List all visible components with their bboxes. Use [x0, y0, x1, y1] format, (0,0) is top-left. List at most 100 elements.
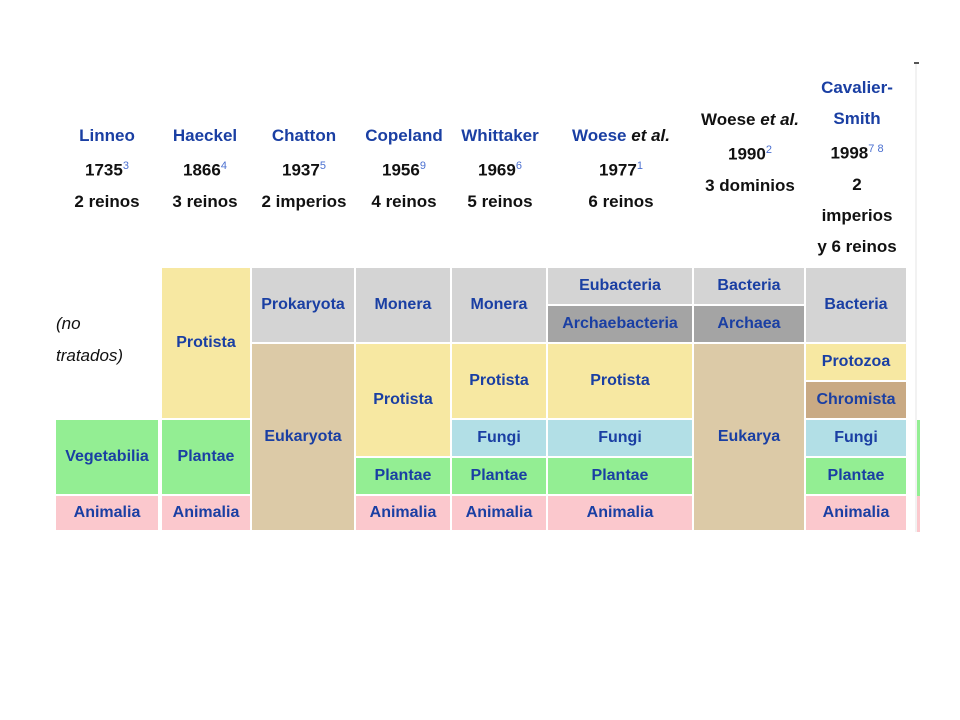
header-name-suffix: et al.: [631, 126, 670, 145]
cell-label: Protista: [373, 391, 433, 408]
cell-label: Animalia: [73, 504, 141, 521]
cell-eubacteria[interactable]: Eubacteria: [548, 268, 694, 306]
reference-link[interactable]: 4: [220, 160, 227, 172]
header-year: 1937: [282, 160, 320, 180]
cell-plantae[interactable]: Plantae: [548, 458, 694, 496]
cell-animalia[interactable]: Animalia: [162, 496, 252, 532]
cell-label: Protozoa: [821, 353, 891, 370]
cell-fungi[interactable]: Fungi: [452, 420, 548, 458]
cell-label: Plantae: [470, 467, 528, 484]
not-treated-note: (no tratados): [56, 308, 123, 372]
cell-label: Plantae: [827, 467, 885, 484]
header-linneo: Linneo 17353 2 reinos: [56, 120, 158, 217]
header-year: 1956: [382, 160, 420, 180]
reference-link[interactable]: 6: [515, 160, 522, 172]
cell-label: Archaebacteria: [562, 315, 678, 332]
cell-animalia[interactable]: Animalia: [452, 496, 548, 532]
header-name[interactable]: Copeland: [365, 126, 443, 145]
cell-chromista[interactable]: Chromista: [806, 382, 908, 420]
cell-label: Prokaryota: [261, 296, 345, 313]
header-year: 1998: [830, 143, 869, 163]
reference-link[interactable]: 5: [319, 160, 326, 172]
header-year: 1735: [85, 160, 123, 180]
cell-animalia[interactable]: Animalia: [806, 496, 908, 532]
cell-protista[interactable]: Protista: [548, 344, 694, 420]
cell-animalia[interactable]: Animalia: [548, 496, 694, 532]
header-name[interactable]: Chatton: [271, 126, 337, 145]
reference-link[interactable]: 9: [419, 160, 426, 172]
reference-link[interactable]: 3: [122, 160, 129, 172]
cell-monera[interactable]: Monera: [356, 268, 452, 344]
cell-label: Fungi: [477, 429, 521, 446]
kingdoms-comparison-table: Linneo 17353 2 reinos Haeckel 18664 3 re…: [56, 62, 920, 532]
header-count: 2: [852, 174, 862, 194]
header-chatton: Chatton 19375 2 imperios: [252, 120, 356, 217]
cell-bacteria[interactable]: Bacteria: [806, 268, 908, 344]
header-name[interactable]: Whittaker: [461, 126, 539, 145]
header-count: 6 reinos: [588, 191, 654, 211]
cell-label: Plantae: [374, 467, 432, 484]
reference-link[interactable]: 2: [765, 144, 772, 156]
header-count: 4 reinos: [371, 191, 437, 211]
cell-bacteria[interactable]: Bacteria: [694, 268, 806, 306]
header-name-suffix: et al.: [760, 110, 799, 129]
cell-plantae[interactable]: Plantae: [356, 458, 452, 496]
header-year: 1866: [183, 160, 221, 180]
cell-label: Bacteria: [824, 296, 888, 313]
cropped-edge-green: [917, 420, 920, 496]
header-cavalier-smith: Cavalier-Smith 19987 8 2 imperios y 6 re…: [806, 72, 908, 262]
cell-protozoa[interactable]: Protozoa: [806, 344, 908, 382]
cell-label: Fungi: [834, 429, 878, 446]
header-year: 1969: [478, 160, 516, 180]
cropped-edge-line: [915, 62, 917, 532]
header-name[interactable]: Woese: [701, 110, 756, 129]
header-woese-1977: Woese et al. 19771 6 reinos: [548, 120, 694, 217]
header-count: 3 reinos: [172, 191, 238, 211]
cell-plantae[interactable]: Plantae: [452, 458, 548, 496]
header-name[interactable]: Woese: [572, 126, 627, 145]
cell-label: Archaea: [717, 315, 781, 332]
cell-plantae[interactable]: Plantae: [806, 458, 908, 496]
cell-fungi[interactable]: Fungi: [806, 420, 908, 458]
cell-label: Monera: [374, 296, 432, 313]
header-name[interactable]: Cavalier-Smith: [821, 78, 893, 128]
header-whittaker: Whittaker 19696 5 reinos: [452, 120, 548, 217]
cell-label: Animalia: [465, 504, 533, 521]
cell-label: Chromista: [816, 391, 896, 408]
cell-plantae[interactable]: Plantae: [162, 420, 252, 496]
cell-archaea[interactable]: Archaea: [694, 306, 806, 344]
cell-prokaryota[interactable]: Prokaryota: [252, 268, 356, 344]
header-count: 3 dominios: [705, 175, 795, 195]
header-year: 1977: [599, 160, 637, 180]
cell-label: Plantae: [591, 467, 649, 484]
cell-animalia[interactable]: Animalia: [56, 496, 160, 532]
cell-eukarya[interactable]: Eukarya: [694, 344, 806, 532]
reference-link[interactable]: 7 8: [868, 143, 884, 155]
header-count: 5 reinos: [467, 191, 533, 211]
cell-archaebacteria[interactable]: Archaebacteria: [548, 306, 694, 344]
cell-animalia[interactable]: Animalia: [356, 496, 452, 532]
cell-label: Plantae: [177, 448, 235, 465]
note-line: tratados): [56, 346, 124, 365]
header-name[interactable]: Haeckel: [172, 126, 238, 145]
header-copeland: Copeland 19569 4 reinos: [356, 120, 452, 217]
cell-label: Animalia: [369, 504, 437, 521]
cell-label: Fungi: [598, 429, 642, 446]
cell-label: Eubacteria: [579, 277, 661, 294]
cell-fungi[interactable]: Fungi: [548, 420, 694, 458]
header-haeckel: Haeckel 18664 3 reinos: [158, 120, 252, 217]
cell-eukaryota[interactable]: Eukaryota: [252, 344, 356, 532]
cell-label: Monera: [470, 296, 528, 313]
note-line: (no: [56, 314, 81, 333]
header-name[interactable]: Linneo: [79, 126, 135, 145]
cropped-edge-tick: [914, 62, 919, 64]
cell-protista[interactable]: Protista: [452, 344, 548, 420]
cropped-edge-pink: [917, 496, 920, 532]
reference-link[interactable]: 1: [636, 160, 643, 172]
cell-vegetabilia[interactable]: Vegetabilia: [56, 420, 160, 496]
cell-label: Protista: [176, 334, 236, 351]
cell-monera[interactable]: Monera: [452, 268, 548, 344]
header-woese-1990: Woese et al. 19902 3 dominios: [694, 104, 806, 201]
cell-protista[interactable]: Protista: [356, 344, 452, 458]
cell-protista[interactable]: Protista: [162, 268, 252, 420]
